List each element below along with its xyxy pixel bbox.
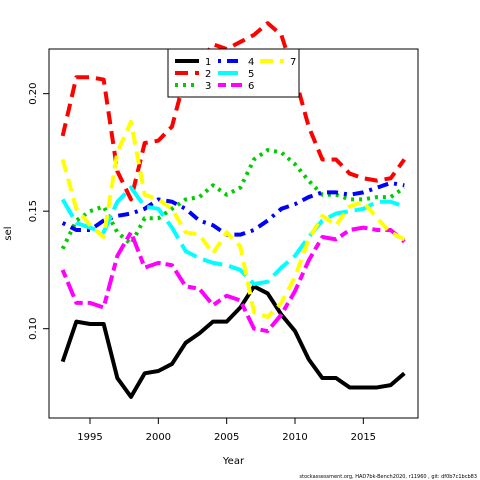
series-line-2 — [60, 21, 406, 202]
x-tick-label: 2005 — [214, 432, 239, 443]
legend-label-2: 2 — [205, 69, 211, 80]
legend-label-7: 7 — [290, 57, 296, 68]
y-axis-title: sel — [3, 226, 14, 240]
x-axis-title: Year — [222, 456, 245, 467]
series-line-6 — [60, 225, 406, 334]
legend-label-4: 4 — [248, 57, 254, 68]
legend-label-5: 5 — [248, 69, 254, 80]
series-line-5 — [60, 185, 405, 287]
y-tick-label: 0.20 — [28, 83, 39, 105]
y-axis: 0.10 0.15 0.20 — [28, 83, 50, 340]
legend-label-3: 3 — [205, 81, 211, 92]
legend-label-1: 1 — [205, 57, 211, 68]
legend-label-6: 6 — [248, 81, 254, 92]
series-line-7 — [60, 119, 406, 319]
legend: 123 456 7 — [167, 48, 300, 98]
x-tick-label: 2010 — [282, 432, 307, 443]
series-line-1 — [60, 284, 406, 399]
caption: stockassessment.org, HAD7bk-Bench2020, r… — [299, 474, 477, 480]
x-tick-label: 1995 — [77, 432, 102, 443]
series-line-3 — [60, 148, 406, 250]
x-tick-label: 2015 — [351, 432, 376, 443]
series-line-4 — [61, 180, 405, 237]
y-tick-label: 0.10 — [28, 318, 39, 340]
y-tick-label: 0.15 — [28, 200, 39, 222]
x-axis: 1995 2000 2005 2010 2015 — [77, 417, 376, 443]
series-group — [60, 21, 406, 399]
x-tick-label: 2000 — [146, 432, 171, 443]
